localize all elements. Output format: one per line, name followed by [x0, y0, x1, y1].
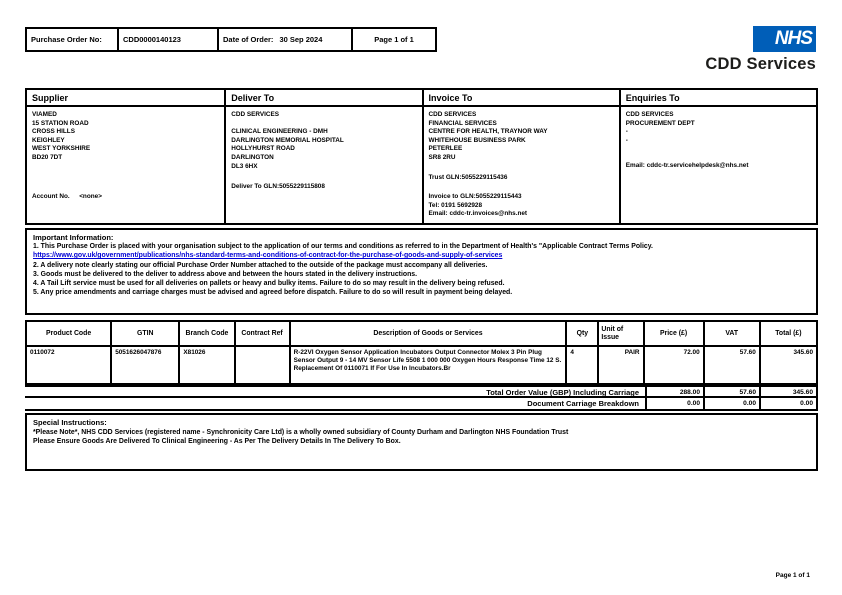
important-info-line-4: 4. A Tail Lift service must be used for …	[33, 280, 505, 288]
total-order-total: 345.60	[761, 385, 818, 398]
total-order-value-label: Total Order Value (GBP) Including Carria…	[25, 385, 645, 398]
invoice-to-panel: Invoice To CDD SERVICES FINANCIAL SERVIC…	[421, 90, 619, 223]
cell-unit-of-issue: PAIR	[597, 345, 645, 385]
supplier-address: VIAMED 15 STATION ROAD CROSS HILLS KEIGH…	[32, 111, 91, 161]
important-information-title: Important Information:	[33, 233, 114, 242]
brand-block: NHS CDD Services	[696, 26, 816, 74]
enquiries-to-title: Enquiries To	[620, 90, 816, 107]
carriage-breakdown-row: Document Carriage Breakdown 0.00 0.00 0.…	[25, 398, 818, 411]
enquiries-email: Email: cddc-tr.servicehelpdesk@nhs.net	[625, 162, 749, 170]
invoice-gln: Invoice to GLN:5055229115443	[428, 193, 522, 201]
header-qty: Qty	[565, 320, 600, 347]
total-order-vat: 57.60	[705, 385, 761, 398]
header-branch-code: Branch Code	[178, 320, 236, 347]
enquiries-to-address: CDD SERVICES PROCUREMENT DEPT - -	[625, 111, 695, 144]
account-number-label: Account No.	[32, 193, 70, 200]
supplier-title: Supplier	[27, 90, 225, 107]
carriage-total: 0.00	[761, 398, 818, 411]
cell-contract-ref	[233, 345, 291, 385]
important-info-line-1: 1. This Purchase Order is placed with yo…	[33, 243, 653, 251]
header-product-code: Product Code	[24, 320, 113, 347]
cell-product-code: 0110072	[24, 345, 113, 385]
supplier-body: VIAMED 15 STATION ROAD CROSS HILLS KEIGH…	[27, 107, 224, 223]
invoice-to-title: Invoice To	[423, 90, 619, 107]
special-instructions-box: Special Instructions: *Please Note*, NHS…	[25, 413, 818, 471]
special-instructions-title: Special Instructions:	[33, 418, 107, 427]
terms-link[interactable]: https://www.gov.uk/government/publicatio…	[33, 252, 503, 260]
total-order-value-row: Total Order Value (GBP) Including Carria…	[25, 385, 818, 398]
cell-qty: 4	[565, 345, 600, 385]
header-unit-of-issue: Unit of Issue	[597, 320, 645, 347]
items-table-header-row: Product Code GTIN Branch Code Contract R…	[24, 320, 819, 347]
items-table: Product Code GTIN Branch Code Contract R…	[24, 320, 819, 385]
org-name: CDD Services	[705, 55, 816, 73]
header-total: Total (£)	[758, 320, 819, 347]
cell-total: 345.60	[758, 345, 819, 385]
carriage-vat: 0.00	[705, 398, 761, 411]
nhs-logo: NHS	[753, 26, 816, 52]
supplier-account-line: Account No. <none>	[32, 193, 102, 202]
cell-description: R-22VI Oxygen Sensor Application Incubat…	[288, 345, 568, 385]
important-info-line-3: 3. Goods must be delivered to the delive…	[33, 270, 418, 278]
important-info-line-5: 5. Any price amendments and carriage cha…	[33, 289, 513, 297]
cell-vat: 57.60	[702, 345, 761, 385]
po-number-value: CDD0000140123	[119, 29, 219, 50]
deliver-to-body: CDD SERVICES CLINICAL ENGINEERING - DMH …	[226, 107, 421, 223]
footer-page-label: Page 1 of 1	[775, 572, 810, 579]
table-row: 0110072 5051626047876 X81026 R-22VI Oxyg…	[24, 345, 819, 385]
invoice-to-address: CDD SERVICES FINANCIAL SERVICES CENTRE F…	[428, 111, 548, 161]
address-panels: Supplier VIAMED 15 STATION ROAD CROSS HI…	[25, 88, 818, 225]
po-header-bar: Purchase Order No: CDD0000140123 Date of…	[25, 27, 437, 52]
important-information-box: Important Information: 1. This Purchase …	[25, 228, 818, 315]
deliver-to-gln: Deliver To GLN:5055229115808	[231, 183, 325, 190]
special-instructions-line-2: Please Ensure Goods Are Delivered To Cli…	[33, 438, 401, 445]
carriage-breakdown-label: Document Carriage Breakdown	[25, 398, 645, 411]
header-vat: VAT	[702, 320, 761, 347]
important-info-line-2: 2. A delivery note clearly stating our o…	[33, 261, 488, 269]
supplier-panel: Supplier VIAMED 15 STATION ROAD CROSS HI…	[27, 90, 225, 223]
invoice-to-body: CDD SERVICES FINANCIAL SERVICES CENTRE F…	[424, 107, 619, 223]
header-gtin: GTIN	[110, 320, 181, 347]
order-date-label: Date of Order:	[223, 35, 274, 44]
enquiries-to-panel: Enquiries To CDD SERVICES PROCUREMENT DE…	[618, 90, 816, 223]
po-number-label: Purchase Order No:	[27, 29, 119, 50]
deliver-to-title: Deliver To	[226, 90, 422, 107]
trust-gln: Trust GLN:5055229115436	[428, 173, 508, 181]
enquiries-to-body: CDD SERVICES PROCUREMENT DEPT - - Email:…	[621, 107, 816, 223]
invoice-tel: Tel: 0191 5692928	[428, 201, 483, 209]
carriage-price: 0.00	[645, 398, 705, 411]
invoice-email: Email: cddc-tr.invoices@nhs.net	[428, 210, 528, 218]
header-description: Description of Goods or Services	[288, 320, 568, 347]
account-number-value: <none>	[79, 193, 102, 200]
deliver-to-address: CDD SERVICES CLINICAL ENGINEERING - DMH …	[231, 111, 344, 170]
header-contract-ref: Contract Ref	[233, 320, 291, 347]
order-date-value: 30 Sep 2024	[279, 35, 323, 44]
total-order-price: 288.00	[645, 385, 705, 398]
header-price: Price (£)	[642, 320, 705, 347]
cell-price: 72.00	[642, 345, 705, 385]
page-count-cell: Page 1 of 1	[374, 35, 414, 44]
order-date-cell: Date of Order: 30 Sep 2024	[219, 29, 353, 50]
cell-gtin: 5051626047876	[110, 345, 181, 385]
deliver-to-panel: Deliver To CDD SERVICES CLINICAL ENGINEE…	[224, 90, 422, 223]
special-instructions-line-1: *Please Note*, NHS CDD Services (registe…	[33, 428, 569, 436]
cell-branch-code: X81026	[178, 345, 236, 385]
